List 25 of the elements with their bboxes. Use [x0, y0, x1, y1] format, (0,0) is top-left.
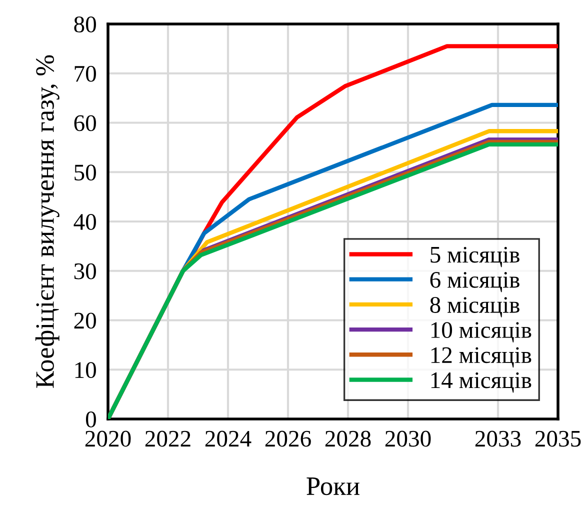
x-tick-label: 2033	[475, 430, 521, 447]
legend-label: 10 місяців	[431, 322, 532, 342]
x-tick-label: 2035	[535, 430, 581, 447]
legend-label: 8 місяців	[430, 297, 520, 318]
y-axis-title: Коефіцієнт вилучення газу, %	[35, 55, 60, 388]
legend-label: 6 місяців	[430, 272, 520, 292]
x-tick-label: 2030	[385, 430, 431, 447]
legend-label: 14 місяців	[431, 372, 532, 393]
x-axis-title: Роки	[306, 478, 360, 496]
legend-label: 12 місяців	[431, 347, 532, 368]
x-tick-label: 2024	[205, 430, 252, 447]
y-tick-label: 10	[75, 362, 96, 378]
y-tick-label: 0	[86, 411, 96, 428]
legend-label: 5 місяців	[430, 246, 520, 268]
y-tick-label: 20	[74, 312, 96, 329]
x-tick-label: 2020	[85, 430, 131, 447]
y-tick-label: 40	[74, 214, 96, 230]
x-tick-label: 2022	[145, 430, 190, 447]
y-tick-label: 60	[74, 115, 96, 132]
y-tick-label: 70	[74, 66, 96, 82]
y-tick-label: 50	[74, 164, 96, 181]
y-tick-label: 80	[74, 16, 96, 32]
x-tick-label: 2028	[325, 430, 371, 447]
y-tick-label: 30	[74, 263, 96, 280]
x-tick-label: 2026	[265, 430, 311, 447]
